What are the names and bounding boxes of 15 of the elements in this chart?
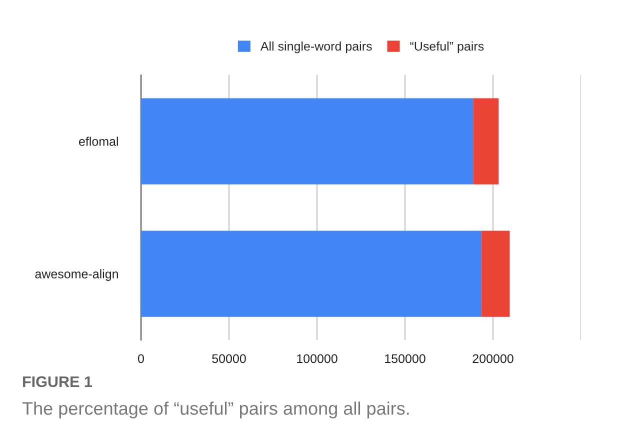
legend-label: All single-word pairs — [260, 42, 372, 54]
caption: FIGURE 1 — [23, 376, 92, 388]
bar — [481, 230, 510, 317]
bar — [141, 98, 474, 184]
y-tick-label: eflomal — [79, 136, 118, 146]
x-tick-label: 200000 — [472, 354, 514, 364]
x-tick-label: 100000 — [297, 354, 338, 364]
x-tick-label: 0 — [138, 354, 144, 364]
text: The percentage of “useful” pairs among all pairs. — [22, 402, 409, 418]
bar — [473, 98, 499, 184]
x-tick-label: 50000 — [212, 354, 246, 364]
y-tick-label: awesome-align — [35, 269, 118, 281]
bar — [141, 230, 482, 317]
legend-label: “Useful” pairs — [410, 42, 484, 54]
x-tick-label: 150000 — [385, 354, 426, 364]
